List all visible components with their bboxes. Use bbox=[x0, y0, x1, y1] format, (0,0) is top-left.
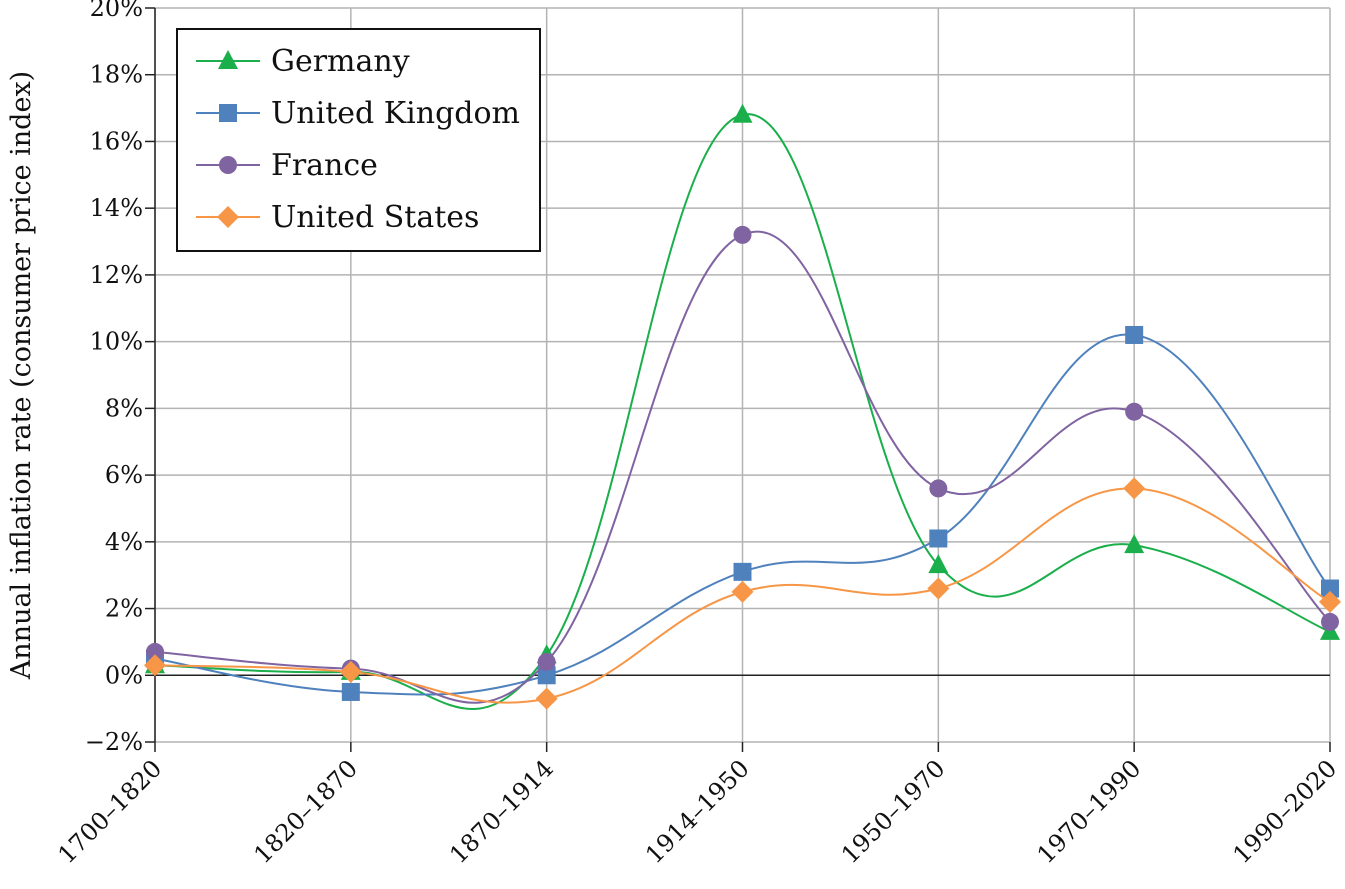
legend-label-germany: Germany bbox=[271, 44, 410, 79]
data-point-united-kingdom bbox=[929, 529, 948, 548]
data-point-united-states bbox=[927, 577, 950, 600]
y-tick-label: 18% bbox=[90, 61, 143, 89]
data-point-united-kingdom bbox=[341, 682, 360, 701]
data-point-united-states bbox=[144, 654, 166, 677]
data-point-united-states bbox=[535, 687, 558, 710]
data-point-united-states bbox=[731, 580, 754, 603]
y-tick-label: 14% bbox=[90, 194, 143, 222]
data-point-united-kingdom bbox=[1125, 325, 1144, 344]
data-point-united-states bbox=[1319, 590, 1341, 613]
legend-label-united-states: United States bbox=[271, 200, 479, 235]
y-tick-label: 20% bbox=[90, 0, 143, 22]
data-point-germany bbox=[732, 103, 753, 123]
data-point-united-kingdom bbox=[1321, 579, 1339, 598]
legend: Germany United Kingdom France United States bbox=[176, 28, 541, 252]
y-tick-label: 8% bbox=[105, 394, 143, 422]
data-point-france bbox=[1321, 612, 1339, 631]
y-tick-label: 16% bbox=[90, 127, 143, 155]
legend-box bbox=[176, 28, 541, 252]
y-tick-label: 4% bbox=[105, 528, 143, 556]
data-point-germany bbox=[1124, 534, 1145, 554]
y-tick-label: 2% bbox=[105, 595, 143, 623]
series-group bbox=[144, 103, 1341, 710]
data-point-united-kingdom bbox=[733, 562, 752, 581]
legend-marker-united-states bbox=[217, 206, 239, 228]
y-tick-label: 0% bbox=[105, 661, 143, 689]
data-point-france bbox=[1125, 402, 1144, 421]
legend-label-france: France bbox=[271, 148, 378, 183]
series-united-states bbox=[144, 477, 1341, 710]
data-point-france bbox=[929, 479, 948, 498]
legend-marker-france bbox=[219, 156, 237, 174]
series-line-united-kingdom bbox=[154, 333, 1331, 696]
y-tick-label: 10% bbox=[90, 328, 143, 356]
y-axis-label: Annual inflation rate (consumer price in… bbox=[6, 71, 37, 680]
data-point-united-states bbox=[339, 660, 362, 683]
y-tick-label: 12% bbox=[90, 261, 143, 289]
y-tick-label: 6% bbox=[105, 461, 143, 489]
legend-label-united-kingdom: United Kingdom bbox=[271, 96, 520, 131]
data-point-germany bbox=[928, 554, 949, 574]
data-point-france bbox=[146, 642, 164, 661]
legend-marker-united-kingdom bbox=[219, 104, 237, 122]
data-point-france bbox=[537, 652, 556, 671]
data-point-united-kingdom bbox=[537, 666, 556, 685]
y-tick-label: −2% bbox=[85, 728, 143, 756]
data-point-united-states bbox=[1123, 477, 1146, 500]
legend-marker-germany bbox=[218, 50, 238, 69]
data-point-france bbox=[733, 225, 752, 244]
